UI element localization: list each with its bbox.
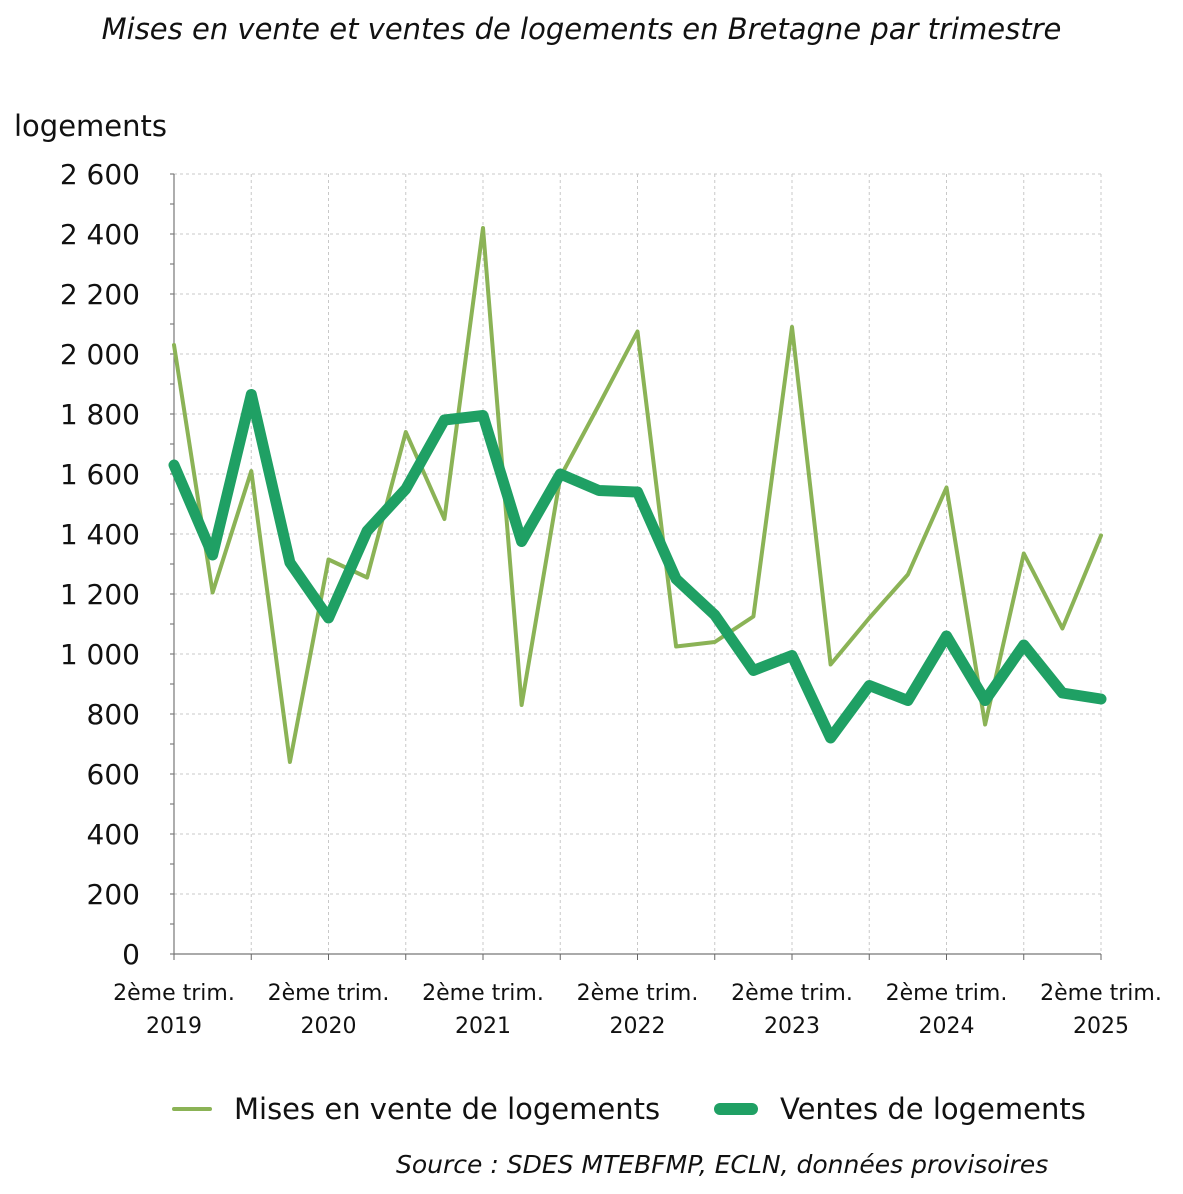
y-tick-label: 2 000 bbox=[60, 338, 140, 371]
legend-label-mises-en-vente: Mises en vente de logements bbox=[234, 1092, 661, 1126]
y-tick-label: 600 bbox=[87, 758, 140, 791]
x-tick-label: 2024 bbox=[919, 1014, 975, 1039]
legend-swatch-ventes bbox=[714, 1103, 758, 1115]
x-tick-label: 2019 bbox=[146, 1014, 202, 1039]
axes bbox=[170, 173, 1102, 960]
x-tick-label: 2ème trim. bbox=[886, 981, 1008, 1006]
y-tick-label: 800 bbox=[87, 698, 140, 731]
x-tick-label: 2021 bbox=[455, 1014, 511, 1039]
x-tick-label: 2025 bbox=[1073, 1014, 1129, 1039]
y-tick-label: 2 200 bbox=[60, 278, 140, 311]
series-lines bbox=[168, 226, 1107, 764]
y-tick-label: 1 200 bbox=[60, 578, 140, 611]
y-tick-label: 1 400 bbox=[60, 518, 140, 551]
line-chart: logements 0 200 400 600 800 1 000 1 200 1 400 1 … bbox=[14, 109, 1162, 1039]
y-axis-label: logements bbox=[14, 109, 167, 143]
y-tick-label: 400 bbox=[87, 818, 140, 851]
x-tick-label: 2ème trim. bbox=[731, 981, 853, 1006]
legend-item-mises-en-vente: Mises en vente de logements bbox=[172, 1090, 660, 1126]
y-tick-labels: 0 200 400 600 800 1 000 1 200 1 400 1 600 1 800 2 … bbox=[60, 158, 140, 971]
y-tick-label: 2 600 bbox=[60, 158, 140, 191]
x-tick-label: 2022 bbox=[610, 1014, 666, 1039]
y-tick-label: 200 bbox=[87, 878, 140, 911]
legend-item-ventes: Ventes de logements bbox=[714, 1090, 1086, 1126]
y-tick-label: 2 400 bbox=[60, 218, 140, 251]
y-tick-label: 0 bbox=[122, 938, 140, 971]
x-tick-label: 2ème trim. bbox=[113, 981, 235, 1006]
y-tick-label: 1 000 bbox=[60, 638, 140, 671]
y-tick-label: 1 600 bbox=[60, 458, 140, 491]
series-line-mises-en-vente bbox=[172, 226, 1103, 764]
x-tick-label: 2ème trim. bbox=[577, 981, 699, 1006]
y-tick-label: 1 800 bbox=[60, 398, 140, 431]
chart-title: Mises en vente et ventes de logements en… bbox=[101, 12, 1062, 46]
x-tick-label: 2023 bbox=[764, 1014, 820, 1039]
legend-swatch-mises-en-vente bbox=[172, 1107, 212, 1111]
x-tick-label: 2020 bbox=[301, 1014, 357, 1039]
gridlines bbox=[174, 173, 1102, 954]
x-tick-label: 2ème trim. bbox=[268, 981, 390, 1006]
series-line-ventes bbox=[168, 389, 1107, 744]
x-tick-labels: 2ème trim. 2019 2ème trim. 2020 2ème trim. 20… bbox=[113, 981, 1162, 1039]
x-tick-label: 2ème trim. bbox=[422, 981, 544, 1006]
source-note: Source : SDES MTEBFMP, ECLN, données pro… bbox=[396, 1150, 1049, 1179]
x-tick-label: 2ème trim. bbox=[1040, 981, 1162, 1006]
legend-label-ventes: Ventes de logements bbox=[780, 1092, 1086, 1126]
